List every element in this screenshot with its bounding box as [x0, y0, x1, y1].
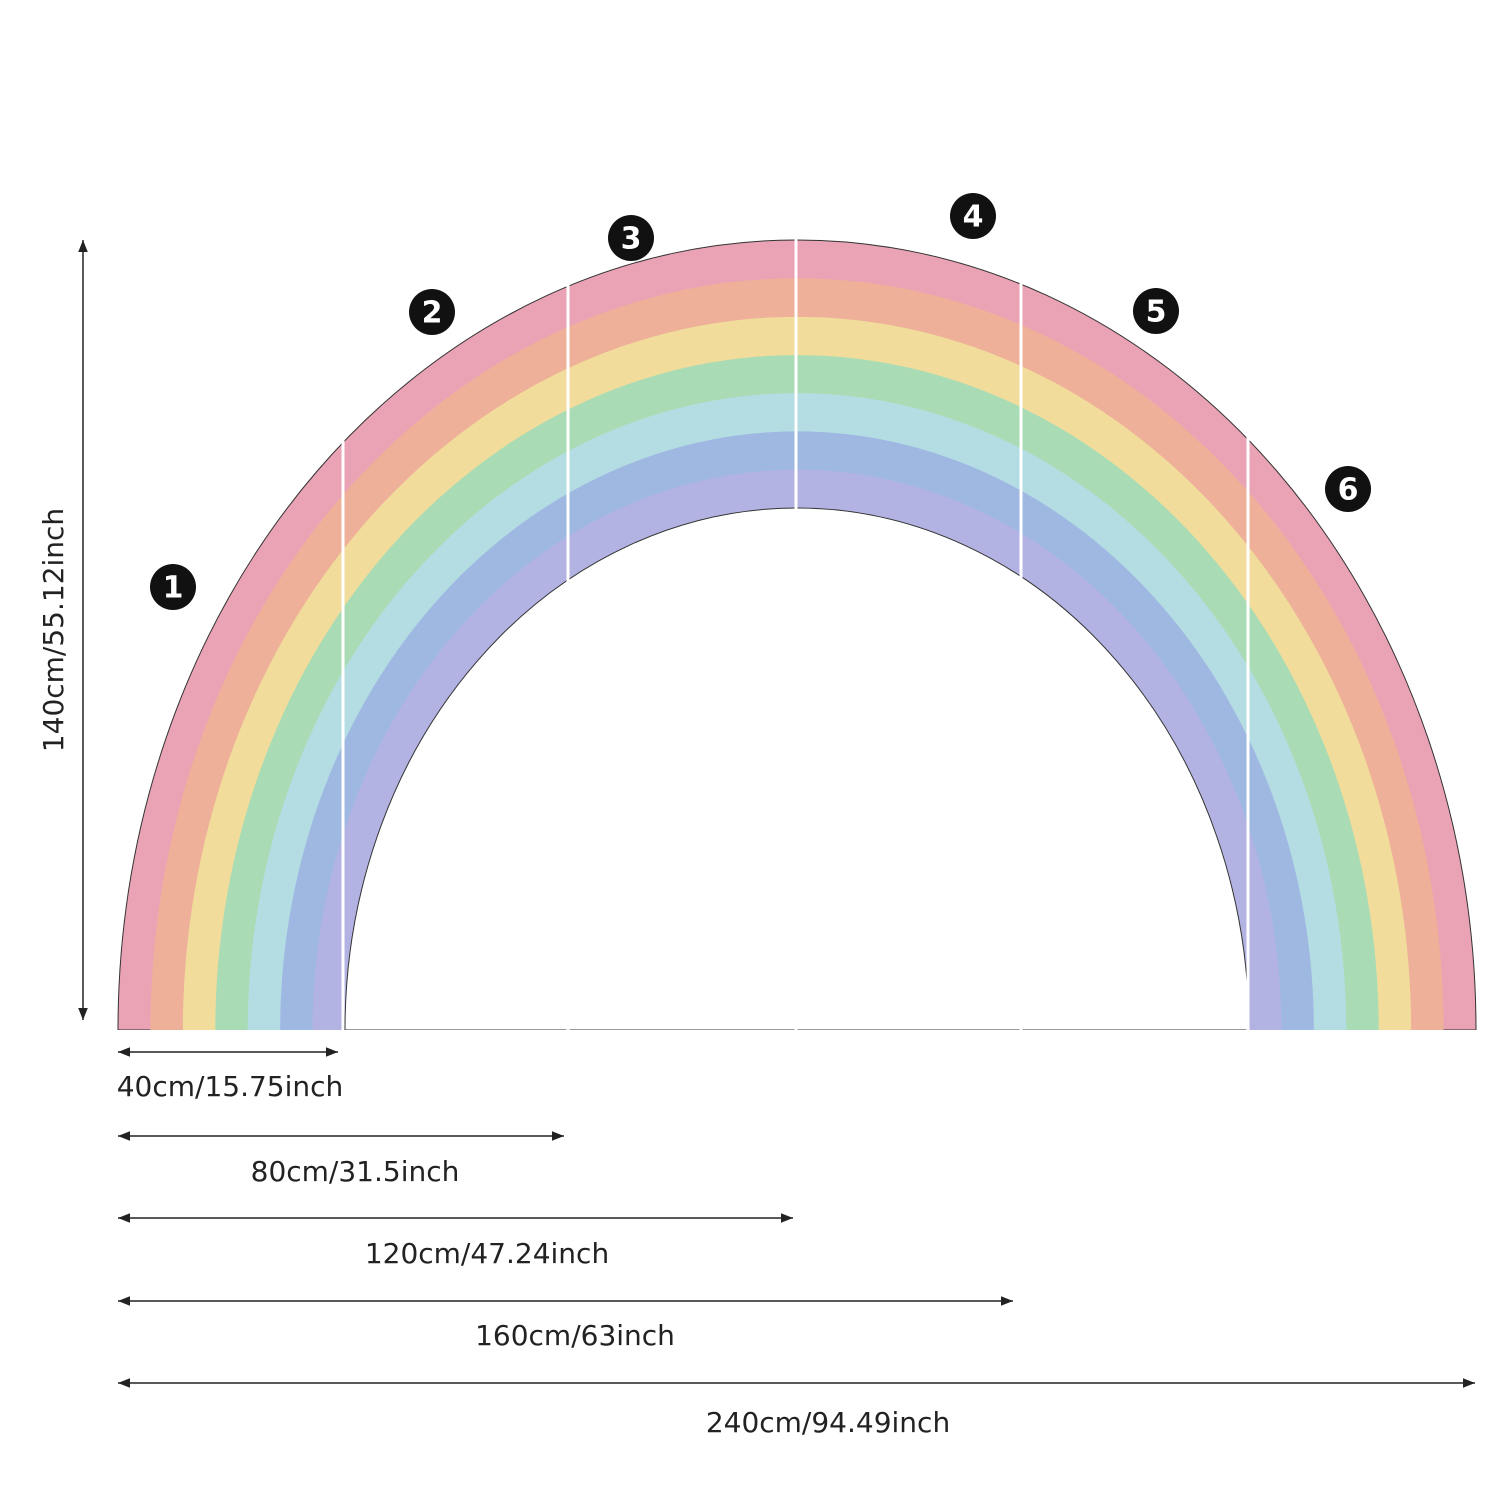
width-label: 40cm/15.75inch — [117, 1070, 344, 1103]
badge-circle — [608, 215, 654, 261]
badge: 1 — [150, 564, 196, 610]
width-label: 240cm/94.49inch — [706, 1406, 950, 1439]
dimensions: 140cm/55.12inch 40cm/15.75inch 80cm/31.5i… — [37, 240, 1475, 1439]
panel-number: 3 — [621, 222, 642, 257]
width-label: 160cm/63inch — [475, 1319, 675, 1352]
badge-circle — [1325, 466, 1371, 512]
panel-number: 2 — [422, 296, 443, 331]
panel-number: 5 — [1146, 295, 1167, 330]
base-mask — [0, 1030, 1500, 1040]
width-label: 120cm/47.24inch — [365, 1237, 609, 1270]
panel-number: 6 — [1338, 473, 1359, 508]
badge: 2 — [409, 289, 455, 335]
panel-number: 1 — [163, 571, 184, 606]
badge: 3 — [608, 215, 654, 261]
badge-circle — [1133, 288, 1179, 334]
badge: 6 — [1325, 466, 1371, 512]
badge-circle — [950, 193, 996, 239]
rainbow — [0, 200, 1500, 1040]
width-label: 80cm/31.5inch — [251, 1155, 460, 1188]
panel-badges: 1 2 3 4 5 6 — [150, 193, 1371, 610]
badge: 5 — [1133, 288, 1179, 334]
badge-circle — [409, 289, 455, 335]
panel-number: 4 — [963, 200, 984, 235]
badge-circle — [150, 564, 196, 610]
badge: 4 — [950, 193, 996, 239]
height-label: 140cm/55.12inch — [37, 508, 70, 752]
